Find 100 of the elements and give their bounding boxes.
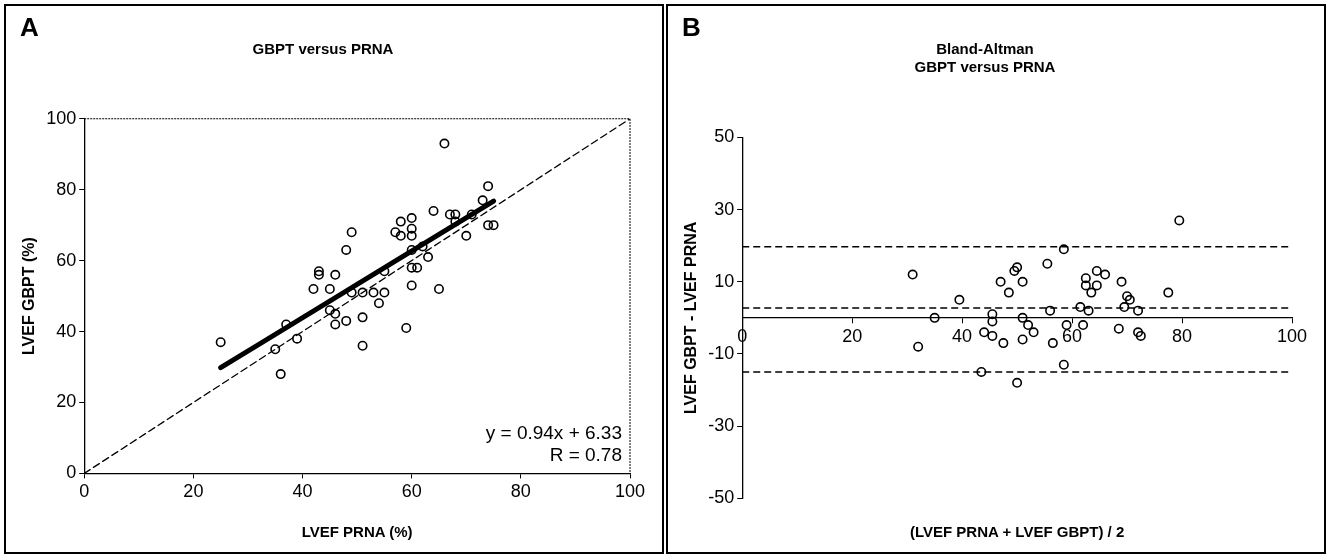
point (417, 241, 428, 252)
point (275, 369, 286, 380)
point (1080, 273, 1091, 284)
point (1042, 258, 1053, 269)
x-tick-label: 100 (1276, 325, 1308, 346)
point (330, 269, 341, 280)
point (1047, 338, 1058, 349)
point (357, 340, 368, 351)
point (406, 213, 417, 224)
point (428, 205, 439, 216)
y-tick-label: 30 (714, 198, 735, 219)
point (450, 209, 461, 220)
point (1133, 305, 1144, 316)
point (346, 287, 357, 298)
point (368, 287, 379, 298)
y-tick-label: 100 (46, 107, 77, 128)
y-tick-label: 80 (56, 178, 77, 199)
point (913, 341, 924, 352)
y-axis-title: LVEF GBPT (%) (20, 237, 38, 356)
point (390, 227, 401, 238)
point (341, 315, 352, 326)
point (308, 283, 319, 294)
chart-title: Bland-Altman GBPT versus PRNA (914, 39, 1056, 76)
point (379, 287, 390, 298)
point (357, 312, 368, 323)
point (341, 244, 352, 255)
point (270, 344, 281, 355)
point (406, 280, 417, 291)
point (987, 330, 998, 341)
text: A (20, 12, 39, 43)
x-tick-label: 80 (1172, 325, 1193, 346)
point (1116, 276, 1127, 287)
point (346, 227, 357, 238)
point (1012, 377, 1023, 388)
x-tick-label: 60 (1062, 325, 1083, 346)
annotation: y = 0.94x + 6.33 (485, 422, 622, 444)
point (373, 298, 384, 309)
y-tick-label: 20 (56, 391, 77, 412)
point (215, 337, 226, 348)
point (1091, 265, 1102, 276)
point (1113, 323, 1124, 334)
point (406, 230, 417, 241)
point (439, 138, 450, 149)
point (995, 276, 1006, 287)
point (1003, 287, 1014, 298)
point (412, 262, 423, 273)
point (324, 305, 335, 316)
x-tick-label: 40 (952, 325, 973, 346)
point (1017, 276, 1028, 287)
x-tick-label: 0 (79, 481, 90, 502)
annotation: R = 0.78 (549, 444, 622, 466)
y-tick-label: 60 (56, 249, 77, 270)
x-tick-label: 100 (614, 481, 646, 502)
point (330, 308, 341, 319)
point (423, 252, 434, 263)
x-tick-label: 20 (842, 325, 863, 346)
point (433, 283, 444, 294)
y-tick-label: -50 (708, 487, 735, 508)
point (395, 230, 406, 241)
point (907, 269, 918, 280)
x-tick-label: 40 (292, 481, 313, 502)
text: B (682, 12, 701, 43)
point (1083, 305, 1094, 316)
point (1075, 302, 1086, 313)
y-axis-title: LVEF GBPT - LVEF PRNA (682, 221, 700, 414)
point (1100, 269, 1111, 280)
point (1174, 215, 1185, 226)
point (292, 333, 303, 344)
point (1091, 280, 1102, 291)
point (466, 209, 477, 220)
x-axis-title: (LVEF PRNA + LVEF GBPT) / 2 (908, 523, 1126, 540)
point (379, 266, 390, 277)
point (1017, 334, 1028, 345)
point (976, 366, 987, 377)
point (1119, 302, 1130, 313)
point (324, 283, 335, 294)
y-tick-label: -10 (708, 342, 735, 363)
x-axis-title: LVEF PRNA (%) (300, 523, 414, 540)
point (1058, 359, 1069, 370)
point (444, 209, 455, 220)
point (1045, 305, 1056, 316)
chart-title: GBPT versus PRNA (252, 39, 394, 57)
y-tick-label: 10 (714, 270, 735, 291)
y-tick-label: -30 (708, 415, 735, 436)
point (395, 216, 406, 227)
point (357, 287, 368, 298)
point (461, 230, 472, 241)
point (954, 294, 965, 305)
point (979, 327, 990, 338)
x-tick-label: 20 (183, 481, 204, 502)
point (1080, 280, 1091, 291)
point (1163, 287, 1174, 298)
point (1078, 320, 1089, 331)
y-tick-label: 0 (66, 462, 77, 483)
point (1058, 244, 1069, 255)
x-tick-label: 60 (401, 481, 422, 502)
point (1028, 327, 1039, 338)
point (483, 181, 494, 192)
point (488, 220, 499, 231)
point (406, 244, 417, 255)
